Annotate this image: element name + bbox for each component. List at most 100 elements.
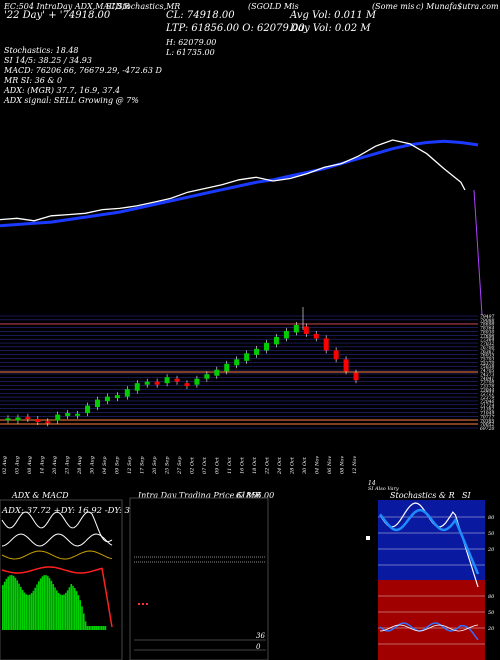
macd-red-line: [1, 566, 113, 628]
candle: [224, 363, 230, 372]
right-axis-tick: 75038: [480, 364, 494, 370]
stoch-panel-title: Stochastics & R: [390, 491, 455, 500]
intraday-level-36: 36: [256, 632, 265, 640]
macd-bar: [97, 626, 99, 630]
date-tick: 22 Oct: [265, 456, 271, 475]
right-axis-tick: 77696: [480, 333, 494, 339]
svg-text:20: 20: [487, 626, 495, 632]
adx-macd-panel: [0, 499, 123, 660]
candle: [25, 416, 31, 420]
candle: [104, 396, 110, 402]
candle: [204, 374, 210, 379]
macd-bar: [2, 585, 4, 630]
date-tick: 07 Oct: [202, 456, 208, 474]
high-price: H: 62079.00: [166, 38, 217, 47]
macd-bar: [92, 626, 94, 630]
right-axis-tick: 73044: [480, 387, 494, 393]
macd-bar: [70, 583, 72, 630]
macd-bar: [81, 606, 83, 630]
candle: [164, 377, 170, 384]
date-tick: 06 Nov: [327, 456, 333, 474]
avg-volume: Avg Vol: 0.011 M: [290, 10, 377, 21]
macd-bar: [12, 575, 15, 630]
main-price-chart: 7949779088786987836478030776967736477032…: [0, 139, 494, 475]
date-tick: 24 Oct: [277, 456, 283, 475]
intraday-panel-title: Intra Day Trading Price & MR: [138, 491, 261, 500]
right-axis-tick: 71382: [480, 407, 494, 413]
date-tick: 20 Aug: [52, 456, 58, 475]
date-tick: 02 Aug: [2, 456, 8, 474]
macd-bar: [102, 626, 105, 630]
macd-bar: [59, 594, 62, 630]
stochastic-d-line: [379, 508, 480, 575]
candle: [35, 419, 41, 423]
close-price: CL: 74918.00: [166, 10, 235, 21]
header-mis: (Some mis: [372, 2, 415, 11]
macd-bar: [9, 575, 11, 630]
mr-readout: MR SI: 36 & 0: [4, 76, 63, 85]
macd-bar: [30, 593, 33, 630]
right-axis-tick: 70385: [480, 418, 494, 424]
macd-bar: [38, 581, 40, 630]
day-volume: Day Vol: 0.02 M: [290, 23, 371, 34]
macd-bar: [74, 588, 76, 630]
candle: [15, 417, 21, 421]
macd-bar: [63, 594, 65, 630]
right-axis-tick: 72711: [480, 391, 494, 397]
macd-bar: [101, 626, 103, 630]
right-axis-tick: 71714: [480, 403, 494, 409]
date-tick: 05 Aug: [15, 456, 21, 474]
right-axis-tick: 76700: [480, 345, 494, 351]
candle: [264, 342, 270, 351]
right-axis-tick: 71049: [480, 411, 494, 417]
macd-bar: [7, 576, 9, 630]
adx-line: [1, 511, 113, 543]
right-axis-tick: 79497: [480, 314, 494, 320]
date-tick: 28 Aug: [77, 456, 83, 475]
macd-bar: [86, 626, 89, 630]
macd-bar: [50, 580, 53, 630]
candle: [323, 338, 329, 351]
date-tick: 28 Oct: [290, 456, 296, 475]
right-axis-tick: 78030: [480, 329, 494, 335]
date-tick: 04 Sep: [102, 456, 108, 474]
candle: [303, 326, 309, 334]
right-axis-tick: 74041: [480, 376, 494, 382]
macd-bar: [65, 592, 67, 630]
right-axis-tick: 75703: [480, 356, 494, 362]
candle: [293, 324, 299, 333]
candle: [244, 353, 250, 361]
right-axis-tick: 78698: [480, 322, 494, 328]
date-tick: 23 Aug: [65, 456, 71, 475]
macd-bar: [18, 583, 20, 630]
macd-bar: [23, 592, 26, 630]
macd-bar: [16, 580, 18, 630]
macd-bar: [20, 586, 22, 630]
date-tick: 14 Aug: [40, 456, 46, 474]
plus-dy-line: [1, 533, 113, 547]
minus-dy-line: [1, 550, 113, 560]
macd-bar: [54, 587, 56, 630]
macd-bar: [66, 590, 69, 630]
stoch-panel-title-si: SI: [462, 491, 471, 500]
candle: [134, 383, 140, 391]
date-tick: 18 Oct: [252, 456, 258, 474]
candle: [313, 333, 319, 339]
candle: [254, 348, 260, 355]
macd-bar: [21, 590, 24, 630]
macd-bar: [3, 581, 6, 630]
macd-bar: [61, 594, 63, 630]
candle: [174, 378, 180, 382]
intraday-panel-price: 61856.00: [236, 491, 275, 500]
date-tick: 30 Aug: [90, 456, 96, 474]
candle: [343, 359, 349, 372]
svg-text:50: 50: [488, 531, 495, 537]
header-site: c) Munafa$utra.com: [416, 2, 499, 11]
right-axis-tick: 77364: [480, 337, 494, 343]
date-tick: 09 Sep: [115, 456, 121, 474]
candle: [114, 395, 120, 399]
adx-signal: ADX signal: SELL Growing @ 7%: [4, 96, 139, 105]
macd-bar: [56, 590, 58, 630]
candle: [5, 418, 11, 421]
